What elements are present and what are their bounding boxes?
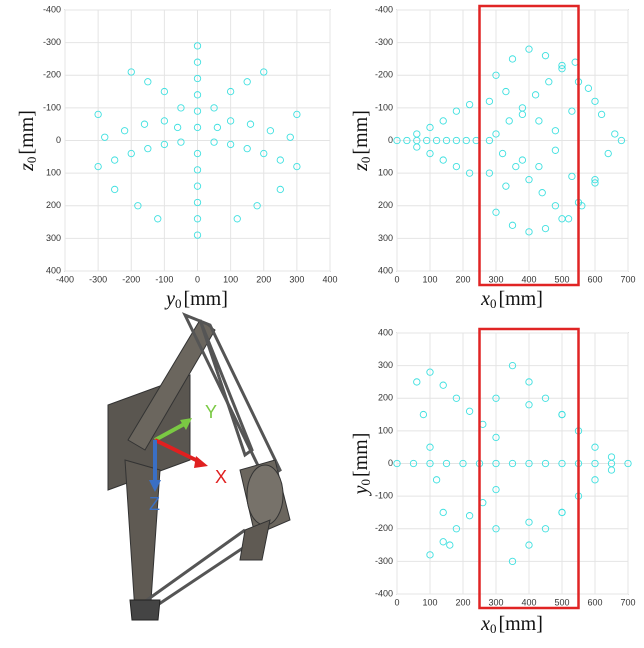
- axis-unit: [mm]: [350, 110, 372, 154]
- x-tick-label: 200: [256, 274, 271, 284]
- robot-render: Y X Z: [108, 315, 290, 620]
- axis-subscript: 0: [490, 621, 497, 636]
- y-tick-label: 100: [378, 168, 393, 178]
- axis-subscript: 0: [24, 157, 39, 164]
- x-tick-label: 300: [488, 597, 503, 607]
- axis-symbol: x: [480, 613, 490, 635]
- axis-subscript: 0: [358, 479, 373, 486]
- x-tick-label: 100: [223, 274, 238, 284]
- axis-symbol: y: [164, 288, 175, 310]
- y-tick-label: -200: [375, 523, 393, 533]
- x-tick-label: -300: [89, 274, 107, 284]
- x-tick-label: 200: [455, 274, 470, 284]
- y-tick-label: 200: [378, 200, 393, 210]
- axis-unit: [mm]: [350, 433, 372, 477]
- scatter-plot: 0100200300400500600700-400-300-200-10001…: [350, 4, 636, 311]
- axis-subscript: 0: [175, 296, 182, 311]
- x-tick-label: 500: [554, 597, 569, 607]
- y-tick-label: -400: [375, 588, 393, 598]
- y-tick-label: 300: [46, 233, 61, 243]
- y-tick-label: 0: [56, 135, 61, 145]
- x-tick-label: 200: [455, 597, 470, 607]
- x-tick-label: 0: [394, 597, 399, 607]
- y-tick-label: 300: [378, 233, 393, 243]
- x-tick-label: 0: [195, 274, 200, 284]
- x-tick-label: -100: [155, 274, 173, 284]
- x-tick-label: 300: [488, 274, 503, 284]
- y-tick-label: 100: [46, 168, 61, 178]
- x-tick-label: 400: [521, 274, 536, 284]
- x-tick-label: 700: [620, 274, 635, 284]
- x-tick-label: 400: [521, 597, 536, 607]
- axis-unit: [mm]: [16, 110, 38, 154]
- axis-label: y0 [mm]: [350, 433, 373, 497]
- axis-symbol: y: [350, 485, 372, 496]
- y-tick-label: -100: [375, 491, 393, 501]
- x-tick-label: -200: [122, 274, 140, 284]
- axis-label: z0 [mm]: [16, 110, 39, 172]
- axis-symbol: x: [480, 288, 490, 310]
- x-tick-label: -400: [56, 274, 74, 284]
- y-tick-label: 100: [378, 425, 393, 435]
- axis-subscript: 0: [490, 296, 497, 311]
- y-tick-label: -400: [43, 4, 61, 14]
- axis-y-label: Y: [205, 402, 217, 422]
- axis-symbol: z: [16, 163, 38, 172]
- scatter-plot: -400-300-200-1000100200300400-400-300-20…: [16, 4, 338, 311]
- y-tick-label: 300: [378, 360, 393, 370]
- axis-unit: [mm]: [183, 288, 227, 310]
- y-tick-label: 0: [388, 458, 393, 468]
- x-tick-label: 600: [587, 597, 602, 607]
- y-tick-label: 200: [378, 393, 393, 403]
- y-tick-label: 400: [46, 265, 61, 275]
- y-tick-label: -300: [375, 37, 393, 47]
- x-tick-label: 300: [289, 274, 304, 284]
- x-tick-label: 400: [322, 274, 337, 284]
- y-tick-label: -300: [375, 556, 393, 566]
- x-tick-label: 700: [620, 597, 635, 607]
- y-tick-label: -100: [375, 102, 393, 112]
- x-tick-label: 600: [587, 274, 602, 284]
- axis-label: x0[mm]: [480, 613, 543, 636]
- axis-label: z0 [mm]: [350, 110, 373, 172]
- y-tick-label: -200: [43, 70, 61, 80]
- x-tick-label: 0: [394, 274, 399, 284]
- axis-z-label: Z: [149, 494, 160, 514]
- y-tick-label: -200: [375, 70, 393, 80]
- x-tick-label: 500: [554, 274, 569, 284]
- y-tick-label: 200: [46, 200, 61, 210]
- y-tick-label: -100: [43, 102, 61, 112]
- y-tick-label: -400: [375, 4, 393, 14]
- axis-label: y0[mm]: [164, 288, 228, 311]
- axis-symbol: z: [350, 163, 372, 172]
- axis-label: x0[mm]: [480, 288, 543, 311]
- y-tick-label: 400: [378, 327, 393, 337]
- x-tick-label: 100: [422, 274, 437, 284]
- y-tick-label: -300: [43, 37, 61, 47]
- x-tick-label: 100: [422, 597, 437, 607]
- axis-unit: [mm]: [498, 613, 542, 635]
- y-tick-label: 400: [378, 265, 393, 275]
- axis-subscript: 0: [358, 157, 373, 164]
- figure: Y X Z -400-300-200-1000100200300400-400-…: [0, 0, 644, 643]
- axis-x-label: X: [215, 467, 227, 487]
- y-tick-label: 0: [388, 135, 393, 145]
- axis-unit: [mm]: [498, 288, 542, 310]
